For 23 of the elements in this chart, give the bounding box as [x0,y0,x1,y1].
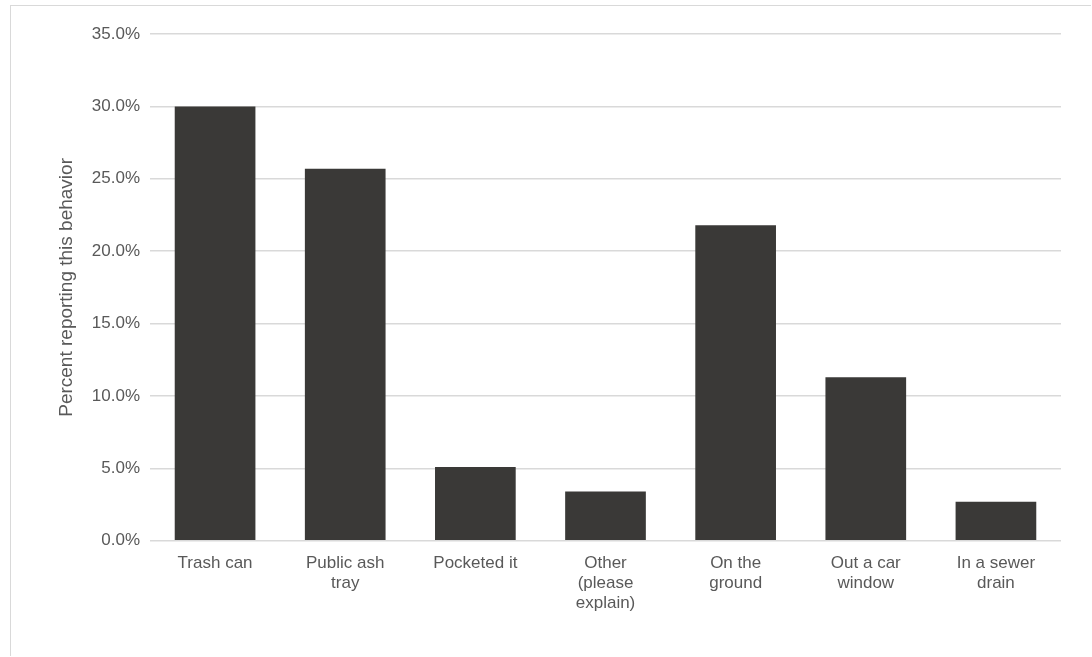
x-tick-label: In a sewer drain [956,552,1036,593]
y-tick-label: 0.0% [101,530,140,550]
y-tick-label: 10.0% [91,385,140,405]
bar [955,501,1037,541]
x-tick-label: Trash can [177,552,253,572]
bar [825,377,907,541]
x-tick-label: Other (please explain) [575,552,636,613]
x-tick-label: Out a car window [830,552,902,593]
bar [695,225,776,541]
y-tick-label: 5.0% [101,458,140,478]
bar [565,491,646,541]
y-tick-label: 20.0% [91,240,140,260]
x-tick-label: Public ash tray [306,552,385,593]
x-tick-label: On the ground [709,552,763,593]
y-tick-label: 25.0% [91,168,140,188]
y-axis-title: Percent reporting this behavior [54,157,76,417]
y-tick-label: 30.0% [91,96,140,116]
bar [435,466,516,541]
x-tick-label: Pocketed it [433,552,518,572]
y-tick-label: 15.0% [91,313,140,333]
y-tick-label: 35.0% [91,23,140,43]
bar [174,106,256,541]
bar [304,168,386,541]
